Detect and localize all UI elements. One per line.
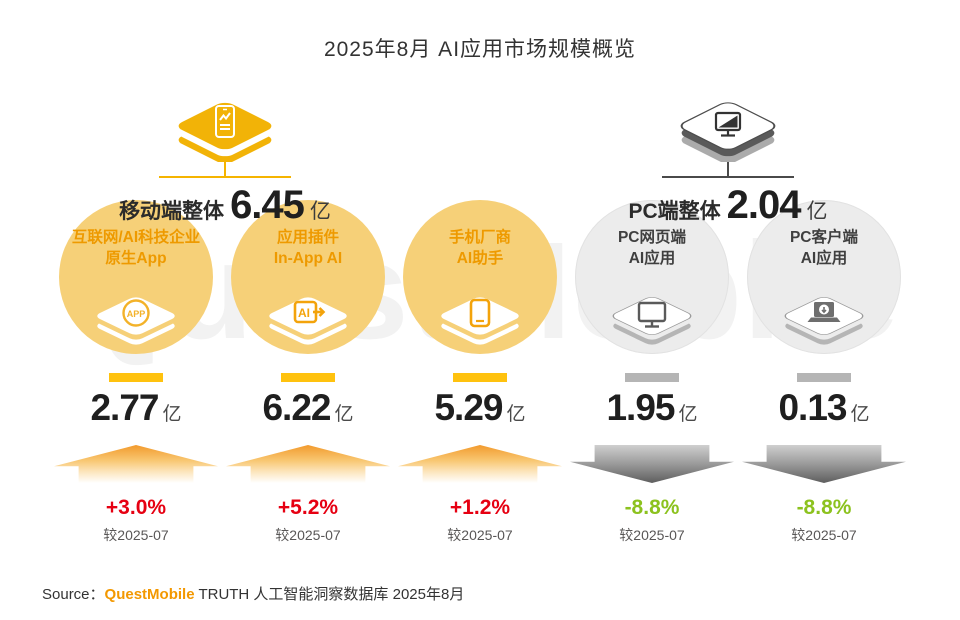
pc-connector-horizontal: [662, 176, 794, 178]
card-title-line2: AI应用: [628, 250, 676, 267]
card-circle: 互联网/AI科技企业 原生App APP: [59, 200, 213, 354]
card-unit: 亿: [506, 404, 526, 425]
card-value: 6.22: [262, 387, 331, 428]
change-percent: +1.2%: [449, 496, 511, 519]
card-circle: PC网页端 AI应用: [575, 200, 729, 354]
trend-up-arrow: [226, 445, 390, 483]
change-percent: -8.8%: [796, 496, 852, 519]
card-unit: 亿: [678, 404, 698, 425]
compare-period: 较2025-07: [619, 527, 685, 543]
pc-total-block: PC端整体 2.04 亿: [588, 82, 868, 228]
svg-text:AI: AI: [298, 306, 310, 320]
mobile-total-unit: 亿: [309, 200, 331, 223]
source-brand: QuestMobile: [104, 586, 195, 603]
pc-total-value: 2.04: [726, 183, 802, 227]
accent-bar: [625, 373, 679, 382]
monitor-glyph: [714, 111, 742, 137]
card-unit: 亿: [334, 404, 354, 425]
change-percent: +3.0%: [105, 496, 167, 519]
card-circle: PC客户端 AI应用: [747, 200, 901, 354]
card-circle: 手机厂商 AI助手: [403, 200, 557, 354]
pc-total-unit: 亿: [806, 200, 828, 223]
pc-web-icon: [612, 297, 692, 345]
pc-connector-vertical: [727, 162, 729, 177]
card-native-app: 互联网/AI科技企业 原生App APP 2.77 亿 +3.0% 较2025-…: [50, 200, 222, 545]
category-cards-row: 互联网/AI科技企业 原生App APP 2.77 亿 +3.0% 较2025-…: [50, 200, 910, 545]
card-pc-client-ai: PC客户端 AI应用 0.13 亿: [738, 200, 910, 545]
trend-down-arrow: [570, 445, 734, 483]
trend-up-arrow: [398, 445, 562, 483]
card-phone-ai-assistant: 手机厂商 AI助手 5.29 亿 +1.2% 较2025-07: [394, 200, 566, 545]
card-title-line2: 原生App: [105, 250, 167, 267]
card-title-line1: 手机厂商: [448, 229, 511, 246]
card-value: 5.29: [434, 387, 503, 428]
in-app-ai-icon: AI: [269, 297, 347, 345]
change-percent: -8.8%: [624, 496, 680, 519]
accent-bar: [281, 373, 335, 382]
page-title: 2025年8月 AI应用市场规模概览: [323, 38, 637, 61]
card-unit: 亿: [850, 404, 870, 425]
mobile-connector-horizontal: [159, 176, 291, 178]
mobile-total-value: 6.45: [230, 183, 305, 227]
card-title-line1: 互联网/AI科技企业: [71, 229, 201, 246]
card-value: 0.13: [778, 387, 847, 428]
mobile-connector-vertical: [224, 162, 226, 177]
trend-up-arrow: [54, 445, 218, 483]
card-pc-web-ai: PC网页端 AI应用 1.95 亿 -8.8% 较2025-07: [566, 200, 738, 545]
mobile-total-label: 移动端整体: [119, 200, 225, 223]
card-value: 1.95: [606, 387, 675, 428]
card-unit: 亿: [162, 404, 182, 425]
source-line: Source：QuestMobile TRUTH 人工智能洞察数据库 2025年…: [42, 583, 464, 604]
phone-assistant-icon: [441, 297, 519, 345]
card-in-app-ai: 应用插件 In-App AI AI 6.22 亿 +5.2%: [222, 200, 394, 545]
source-suffix: TRUTH 人工智能洞察数据库 2025年8月: [194, 586, 465, 603]
compare-period: 较2025-07: [275, 527, 341, 543]
source-prefix: Source：: [42, 586, 105, 603]
svg-text:APP: APP: [127, 309, 146, 319]
card-title-line2: AI应用: [800, 250, 848, 267]
compare-period: 较2025-07: [791, 527, 857, 543]
card-title-line2: In-App AI: [273, 250, 343, 267]
pc-total-label: PC端整体: [628, 200, 721, 223]
mobile-total-block: 移动端整体 6.45 亿: [85, 82, 365, 228]
card-value: 2.77: [90, 387, 159, 428]
card-title-line1: PC客户端: [789, 229, 859, 246]
pc-client-icon: [784, 297, 864, 345]
change-percent: +5.2%: [277, 496, 339, 519]
mobile-platform-icon: [178, 102, 272, 162]
compare-period: 较2025-07: [103, 527, 169, 543]
compare-period: 较2025-07: [447, 527, 513, 543]
card-title-line1: PC网页端: [617, 229, 687, 246]
accent-bar: [797, 373, 851, 382]
card-title-line1: 应用插件: [276, 229, 339, 246]
pc-platform-icon: [680, 102, 776, 162]
accent-bar: [109, 373, 163, 382]
card-circle: 应用插件 In-App AI AI: [231, 200, 385, 354]
trend-down-arrow: [742, 445, 906, 483]
phone-chart-glyph: [215, 105, 235, 138]
card-title-line2: AI助手: [456, 250, 504, 267]
accent-bar: [453, 373, 507, 382]
app-badge-icon: APP: [97, 297, 175, 345]
